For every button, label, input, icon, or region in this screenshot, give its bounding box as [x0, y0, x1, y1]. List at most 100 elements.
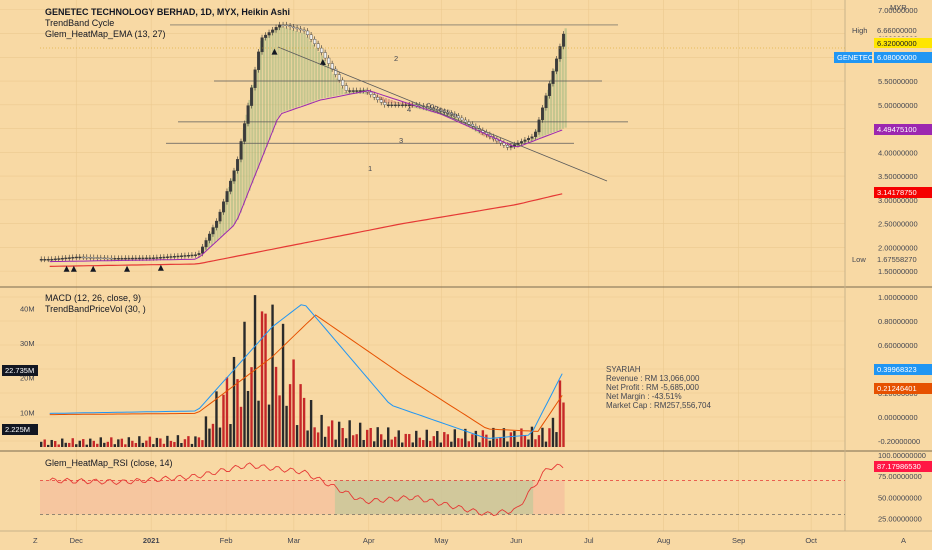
volume-bar-up: [450, 441, 453, 447]
note-line: Revenue : RM 13,066,000: [606, 374, 700, 383]
trendline[interactable]: [277, 46, 608, 182]
volume-bar-up: [555, 432, 558, 447]
heat-band-green: [254, 70, 257, 177]
macd-pane[interactable]: MACD (12, 26, close, 9) TrendBandPriceVo…: [2, 293, 932, 447]
rsi-axis[interactable]: 100.00000000 75.00000000 50.00000000 25.000…: [878, 451, 926, 524]
volume-bar-down: [429, 440, 432, 447]
low-label: Low: [852, 255, 866, 264]
gridlines: [0, 0, 845, 531]
low-value: 1.67558270: [877, 255, 917, 264]
volume-bar-down: [96, 443, 99, 447]
heat-band-green: [341, 87, 344, 95]
heat-band-green: [347, 92, 350, 94]
volume-bar-down: [57, 444, 60, 447]
candle: [432, 108, 436, 110]
candle: [295, 27, 299, 30]
volume-bar-down: [327, 426, 330, 447]
candle: [456, 115, 460, 119]
signal-arrow-up: [271, 48, 278, 55]
volume-bar-up: [243, 321, 246, 447]
candle: [120, 257, 124, 260]
heat-band-green: [349, 91, 353, 94]
candle: [302, 29, 306, 32]
volume-bar-down: [558, 380, 562, 447]
volume-bar-up: [362, 439, 365, 447]
candle: [355, 90, 359, 92]
volume-bar-down: [443, 432, 446, 447]
volume-bar-down: [355, 434, 358, 447]
volume-bar-down: [446, 434, 450, 447]
ema-value: 4.49475100: [877, 125, 917, 134]
volume-bar-down: [302, 397, 306, 447]
candle: [376, 97, 380, 101]
volume-bar-down: [183, 439, 187, 447]
time-tick-label: 2021: [143, 536, 160, 545]
currency-label: MYR: [890, 3, 907, 12]
heat-band-green: [283, 27, 286, 112]
candle: [250, 87, 254, 106]
candle: [509, 145, 513, 148]
zoom-button[interactable]: Z: [33, 536, 38, 545]
candle: [281, 24, 285, 26]
volume-bar-down: [124, 444, 127, 447]
rsi-tick-label: 100.00000000: [878, 451, 926, 460]
candle: [225, 191, 229, 202]
price-tick-label: 3.50000000: [878, 172, 918, 181]
heat-band-red: [381, 97, 385, 103]
time-tick-label: Dec: [70, 536, 84, 545]
heat-band-green: [286, 28, 289, 111]
volume-bar-down: [260, 311, 264, 447]
high-value: 6.66000000: [877, 26, 917, 35]
time-tick-label: Sep: [732, 536, 745, 545]
volume-bar-up: [246, 390, 250, 447]
volume-bar-up: [215, 391, 218, 447]
candle: [67, 257, 71, 259]
candle: [257, 51, 261, 70]
candle: [285, 24, 289, 26]
rsi-line: [49, 462, 564, 516]
volume-bar-down: [534, 439, 537, 447]
heat-band-green: [526, 140, 530, 143]
heat-band-green: [315, 48, 318, 101]
macd-line: [49, 304, 563, 439]
candle: [43, 259, 47, 261]
candle: [435, 109, 439, 111]
candle: [544, 95, 548, 109]
indicator-label-heatmap-ema: Glem_HeatMap_EMA (13, 27): [45, 29, 166, 39]
time-axis[interactable]: Dec 2021 Feb Mar Apr May Jun Jul Aug Sep Oct: [70, 536, 818, 545]
volume-bar-down: [131, 440, 134, 447]
auto-scale-button[interactable]: A: [901, 536, 906, 545]
rsi-pane[interactable]: Glem_HeatMap_RSI (close, 14) 100.0000000…: [40, 451, 932, 524]
candle: [555, 58, 559, 72]
time-tick-label: Aug: [657, 536, 670, 545]
heat-band-green: [262, 38, 266, 155]
candle: [197, 253, 201, 255]
heat-band-green: [259, 40, 263, 162]
volume-bar-down: [92, 440, 95, 447]
candle: [453, 113, 457, 117]
candle: [520, 141, 524, 144]
heat-band-red: [390, 100, 393, 104]
volume-bar-down: [278, 395, 281, 447]
candle: [176, 255, 180, 258]
heat-band-red: [497, 139, 501, 143]
heat-band-green: [323, 60, 327, 99]
candle: [183, 255, 187, 257]
volume-bar-up: [47, 444, 50, 447]
volume-bar-down: [201, 440, 204, 447]
volume-tick-label: 20M: [20, 374, 35, 383]
candle: [260, 37, 264, 53]
candle: [541, 107, 545, 121]
volume-bar-up: [138, 436, 141, 447]
main-pane[interactable]: GENETEC TECHNOLOGY BERHAD, 1D, MYX, Heik…: [39, 3, 932, 276]
candle: [194, 254, 198, 256]
line-label-2: 2: [394, 54, 398, 63]
heat-band-green: [277, 27, 280, 118]
candle: [134, 257, 138, 260]
candle: [442, 111, 446, 113]
volume-bar-up: [166, 435, 169, 447]
heat-band-green: [332, 73, 335, 97]
heat-band-green: [233, 169, 237, 225]
heat-band-green: [550, 79, 553, 134]
